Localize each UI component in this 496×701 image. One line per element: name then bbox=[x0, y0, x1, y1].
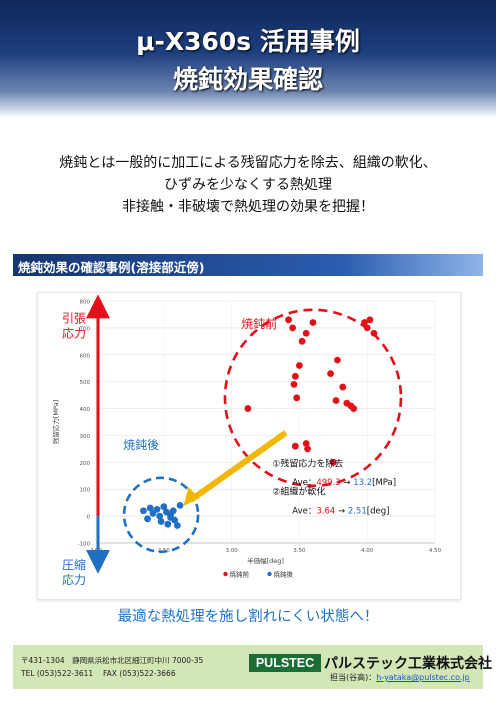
company-name: パルステック工業株式会社 bbox=[324, 656, 492, 672]
phone-fax-line: TEL (053)522-3611 FAX (053)522-3666 bbox=[21, 669, 176, 678]
data-point bbox=[144, 515, 151, 523]
data-point bbox=[304, 445, 311, 453]
data-point bbox=[296, 362, 303, 369]
legend-marker bbox=[223, 571, 228, 577]
contact-label: 担当(谷高)： bbox=[330, 673, 377, 682]
y-tick-label: 600 bbox=[80, 353, 91, 359]
data-point bbox=[289, 324, 297, 332]
y-tick-label: 100 bbox=[80, 488, 91, 494]
y-tick-label: -100 bbox=[78, 542, 91, 548]
data-point bbox=[332, 397, 340, 404]
data-point bbox=[244, 405, 252, 412]
data-point bbox=[290, 380, 298, 388]
y-tick-label: 400 bbox=[80, 407, 91, 413]
data-point bbox=[333, 356, 341, 364]
company-address: 〒431-1304 静岡県浜松市北区細江町中川 7000-35 TEL (053… bbox=[21, 654, 203, 680]
data-point bbox=[160, 503, 168, 511]
data-point bbox=[366, 316, 374, 324]
page-title: μ-X360s 活用事例 bbox=[136, 27, 360, 56]
y-tick-label: 800 bbox=[80, 300, 91, 306]
address-line: 〒431-1304 静岡県浜松市北区細江町中川 7000-35 bbox=[21, 656, 204, 665]
pulstec-logo: PULSTEC bbox=[249, 654, 321, 672]
intro-line: ひずみを少なくする熱処理 bbox=[164, 177, 332, 193]
data-point bbox=[176, 501, 184, 509]
data-point bbox=[157, 518, 165, 525]
legend-label: 焼鈍前 bbox=[230, 570, 250, 579]
data-point bbox=[327, 370, 334, 377]
y-tick-label: 700 bbox=[80, 326, 91, 332]
data-point bbox=[169, 507, 177, 515]
note2-title: ②組織が軟化 bbox=[272, 486, 325, 498]
data-point bbox=[153, 505, 161, 513]
y-tick-label: 500 bbox=[80, 380, 91, 386]
x-tick-label: 3.00 bbox=[225, 548, 238, 554]
compression-label: 圧縮 bbox=[62, 557, 86, 572]
data-point bbox=[173, 522, 181, 529]
intro-text: 焼鈍とは一般的に加工による残留応力を除去、組織の軟化、 ひずみを少なくする熱処理… bbox=[0, 152, 496, 218]
data-point bbox=[309, 319, 317, 326]
data-point bbox=[291, 372, 299, 380]
note1-values: Ave：499.3 → 13.2[MPa] bbox=[292, 478, 396, 488]
after-group-label: 焼鈍後 bbox=[123, 437, 159, 452]
chart-card: 800 700 600 500 400 300 200 100 0 -100 2.00 2.50 3.0… bbox=[37, 292, 461, 600]
y-tick-label: 200 bbox=[80, 461, 91, 467]
x-tick-label: 3.50 bbox=[293, 548, 306, 554]
after-group-circle bbox=[122, 476, 200, 554]
page-subtitle: 焼鈍効果確認 bbox=[172, 65, 323, 94]
tension-label: 引張 bbox=[62, 312, 86, 326]
data-point bbox=[293, 394, 301, 402]
data-point bbox=[146, 504, 154, 512]
x-tick-label: 4.00 bbox=[361, 548, 374, 554]
data-point bbox=[298, 337, 306, 345]
legend-label: 焼鈍後 bbox=[274, 570, 294, 579]
note2-values: Ave：3.64 → 2.51[deg] bbox=[292, 506, 389, 516]
contact-email-link[interactable]: h-yataka@pulstec.co.jp bbox=[376, 673, 470, 682]
yellow-arrow-shaft bbox=[189, 430, 288, 503]
yellow-arrow-head bbox=[183, 487, 200, 507]
legend-marker bbox=[267, 571, 272, 577]
data-point bbox=[164, 520, 172, 528]
y-axis-label: 残留応力[MPa] bbox=[51, 400, 60, 444]
data-point bbox=[302, 440, 310, 447]
note1-title: ①残留応力を除去 bbox=[272, 457, 343, 469]
compression-label: 応力 bbox=[62, 573, 86, 587]
data-point bbox=[329, 458, 337, 466]
intro-line: 焼鈍とは一般的に加工による残留応力を除去、組織の軟化、 bbox=[59, 155, 437, 171]
footer-bar bbox=[13, 645, 483, 689]
data-point bbox=[302, 329, 310, 337]
contact-info: 担当(谷高)：h-yataka@pulstec.co.jp bbox=[330, 672, 470, 683]
x-tick-label: 4.50 bbox=[429, 548, 442, 554]
data-point bbox=[285, 316, 292, 324]
y-tick-label: 300 bbox=[80, 434, 91, 440]
header-banner bbox=[0, 0, 496, 118]
section-bar bbox=[13, 254, 483, 276]
x-axis-label: 半価幅[deg] bbox=[247, 556, 284, 565]
data-point bbox=[347, 402, 355, 410]
tension-label: 応力 bbox=[62, 327, 86, 341]
data-point bbox=[167, 514, 174, 521]
section-title: 焼鈍効果の確認事例(溶接部近傍) bbox=[18, 260, 205, 275]
before-group-label: 焼鈍前 bbox=[241, 316, 277, 331]
data-point bbox=[140, 507, 147, 515]
y-tick-label: 0 bbox=[87, 515, 91, 521]
data-point bbox=[291, 442, 299, 450]
data-point bbox=[156, 512, 164, 520]
tagline: 最適な熱処理を施し割れにくい状態へ！ bbox=[117, 609, 379, 625]
x-tick-label: 2.00 bbox=[90, 548, 103, 554]
intro-line: 非接触・非破壊で熱処理の効果を把握！ bbox=[122, 199, 374, 215]
data-point bbox=[339, 383, 347, 391]
